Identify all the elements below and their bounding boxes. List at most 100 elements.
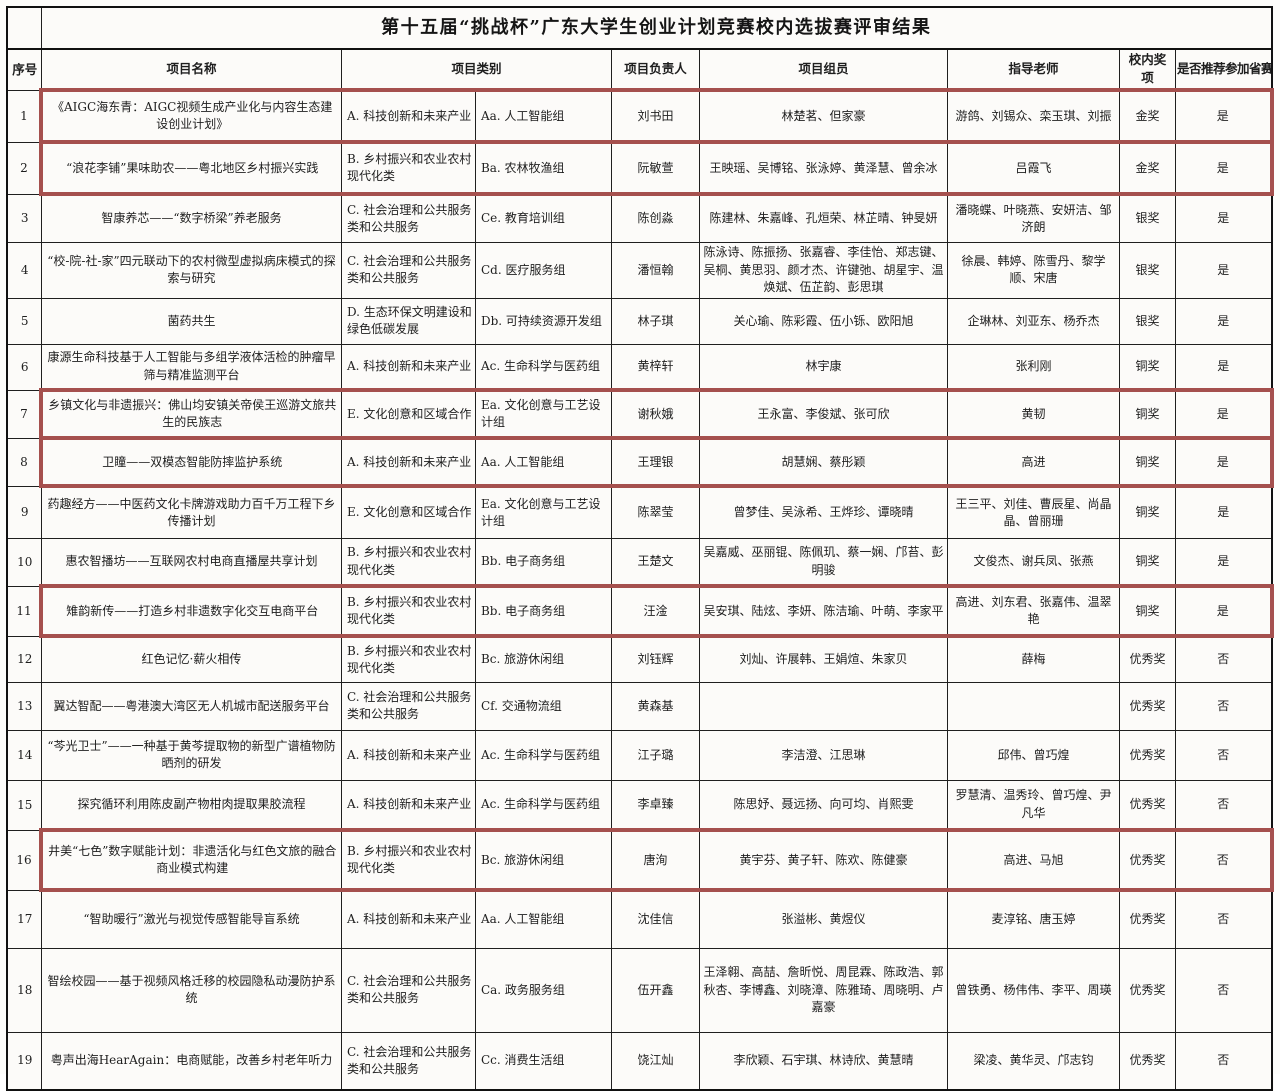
cell-teachers: 曾铁勇、杨伟伟、李平、周瑛 (946, 947, 1120, 1033)
table-row: 6 康源生命科技基于人工智能与多组学液体活检的肿瘤早筛与精准监测平台 A. 科技… (6, 343, 1273, 391)
cell-serial: 14 (6, 729, 42, 781)
cell-category: C. 社会治理和公共服务类和公共服务 (340, 241, 476, 299)
column-header-award: 校内奖项 (1118, 48, 1176, 91)
column-header-leader: 项目负责人 (610, 48, 700, 91)
cell-serial: 11 (6, 585, 42, 637)
cell-leader: 潘恒翰 (610, 241, 700, 299)
table-row: 14 “芩光卫士”——一种基于黄芩提取物的新型广谱植物防晒剂的研发 A. 科技创… (6, 729, 1273, 781)
cell-leader: 刘钰辉 (610, 635, 700, 683)
cell-members: 曾梦佳、吴泳希、王烨珍、谭晓晴 (698, 485, 948, 539)
cell-teachers: 梁凌、黄华灵、邝志钧 (946, 1031, 1120, 1091)
cell-award: 铜奖 (1118, 584, 1176, 639)
cell-award: 铜奖 (1118, 485, 1176, 539)
cell-category: C. 社会治理和公共服务类和公共服务 (340, 193, 476, 243)
cell-project-name: “智助暖行”激光与视觉传感智能导盲系统 (40, 889, 342, 949)
cell-teachers: 徐晨、韩婷、陈雪丹、黎学顺、宋唐 (946, 241, 1120, 299)
cell-members: 黄宇芬、黄子轩、陈欢、陈健豪 (698, 828, 948, 893)
title-row: 第十五届“挑战杯”广东大学生创业计划竞赛校内选拔赛评审结果 (6, 6, 1273, 50)
table-row: 19 粤声出海HearAgain：电商赋能，改善乡村老年听力 C. 社会治理和公… (6, 1031, 1273, 1091)
cell-serial: 8 (6, 437, 42, 487)
table-row: 17 “智助暖行”激光与视觉传感智能导盲系统 A. 科技创新和未来产业 Aa. … (6, 889, 1273, 949)
cell-members: 王泽翱、高喆、詹昕悦、周昆霖、陈政浩、郭秋杏、李博鑫、刘晓漳、陈雅琦、周晓明、卢… (698, 947, 948, 1033)
cell-category: A. 科技创新和未来产业 (340, 889, 476, 949)
cell-category: E. 文化创意和区域合作 (340, 388, 476, 441)
cell-group: Bb. 电子商务组 (474, 537, 612, 587)
cell-members: 陈泳诗、陈振扬、张嘉睿、李佳怡、郑志键、吴桐、黄思羽、颜才杰、许键弛、胡星宇、温… (698, 241, 948, 299)
cell-leader: 沈佳信 (610, 889, 700, 949)
table-row: 1 《AIGC海东青：AIGC视频生成产业化与内容生态建设创业计划》 A. 科技… (6, 88, 1274, 145)
cell-category: A. 科技创新和未来产业 (340, 88, 476, 145)
cell-leader: 黄梓轩 (610, 343, 700, 391)
cell-group: Bb. 电子商务组 (474, 584, 612, 639)
cell-leader: 阮敏萱 (610, 140, 700, 197)
cell-project-name: 卫瞳——双模态智能防摔监护系统 (39, 436, 342, 489)
cell-teachers (946, 681, 1120, 731)
cell-teachers: 高进、马旭 (946, 828, 1120, 893)
cell-project-name: 药趣经方——中医药文化卡牌游戏助力百千万工程下乡传播计划 (40, 485, 342, 539)
cell-serial: 19 (6, 1031, 42, 1091)
cell-group: Ea. 文化创意与工艺设计组 (474, 388, 612, 441)
cell-leader: 王楚文 (610, 537, 700, 587)
cell-teachers: 黄韧 (946, 388, 1120, 441)
cell-award: 金奖 (1118, 140, 1176, 197)
column-header-serial: 序号 (6, 48, 42, 91)
cell-serial: 4 (6, 241, 42, 299)
cell-teachers: 文俊杰、谢兵凤、张燕 (946, 537, 1120, 587)
cell-group: Ac. 生命科学与医药组 (474, 343, 612, 391)
cell-category: B. 乡村振兴和农业农村现代化类 (340, 828, 476, 893)
cell-award: 金奖 (1118, 88, 1176, 145)
cell-category: A. 科技创新和未来产业 (340, 729, 476, 781)
cell-members: 张溢彬、黄煜仪 (698, 889, 948, 949)
cell-recommend: 否 (1174, 635, 1273, 683)
table-row: 2 “浪花李铺”果味助农——粤北地区乡村振兴实践 B. 乡村振兴和农业农村现代化… (6, 140, 1274, 197)
cell-leader: 王理银 (610, 436, 700, 489)
cell-recommend: 是 (1174, 241, 1273, 299)
cell-leader: 谢秋娥 (610, 388, 700, 441)
cell-leader: 伍开鑫 (610, 947, 700, 1033)
cell-leader: 黄森基 (610, 681, 700, 731)
cell-members: 陈思妤、聂远扬、向可均、肖熙雯 (698, 779, 948, 831)
cell-leader: 林子琪 (610, 297, 700, 345)
table-row: 16 井美“七色”数字赋能计划：非遗活化与红色文旅的融合商业模式构建 B. 乡村… (6, 828, 1274, 893)
cell-category: D. 生态环保文明建设和绿色低碳发展 (340, 297, 476, 345)
cell-serial: 17 (6, 889, 42, 949)
cell-group: Ca. 政务服务组 (474, 947, 612, 1033)
cell-recommend: 否 (1174, 681, 1273, 731)
cell-group: Aa. 人工智能组 (474, 88, 612, 145)
cell-members: 陈建林、朱嘉峰、孔烜荣、林芷晴、钟旻妍 (698, 193, 948, 243)
cell-category: E. 文化创意和区域合作 (340, 485, 476, 539)
cell-teachers: 游鸽、刘锡众、栾玉琪、刘振 (946, 88, 1120, 145)
cell-teachers: 薛梅 (946, 635, 1120, 683)
cell-award: 优秀奖 (1118, 635, 1176, 683)
cell-serial: 7 (6, 389, 42, 439)
cell-group: Cf. 交通物流组 (474, 681, 612, 731)
cell-award: 铜奖 (1118, 436, 1176, 489)
table-row: 18 智绘校园——基于视频风格迁移的校园隐私动漫防护系统 C. 社会治理和公共服… (6, 947, 1273, 1033)
table-row: 7 乡镇文化与非遗振兴：佛山均安镇关帝侯王巡游文旅共生的民族志 E. 文化创意和… (6, 388, 1274, 441)
cell-recommend: 否 (1174, 889, 1273, 949)
cell-members: 李欣颖、石宇琪、林诗欣、黄慧晴 (698, 1031, 948, 1091)
cell-members: 刘灿、许展韩、王娟煊、朱家贝 (698, 635, 948, 683)
cell-group: Ba. 农林牧渔组 (474, 140, 612, 197)
table-row: 4 “校-院-社-家”四元联动下的农村微型虚拟病床模式的探索与研究 C. 社会治… (6, 241, 1273, 299)
cell-project-name: 《AIGC海东青：AIGC视频生成产业化与内容生态建设创业计划》 (39, 88, 342, 145)
cell-leader: 唐洵 (610, 828, 700, 893)
cell-project-name: 智绘校园——基于视频风格迁移的校园隐私动漫防护系统 (40, 947, 342, 1033)
cell-group: Ea. 文化创意与工艺设计组 (474, 485, 612, 539)
cell-leader: 江子璐 (610, 729, 700, 781)
cell-teachers: 罗慧清、温秀玲、曾巧煌、尹凡华 (946, 779, 1120, 831)
cell-members: 李洁澄、江思琳 (698, 729, 948, 781)
cell-serial: 12 (6, 635, 42, 683)
cell-serial: 1 (6, 89, 42, 143)
cell-serial: 3 (6, 193, 42, 243)
cell-leader: 刘书田 (610, 88, 700, 145)
table-row: 15 探究循环利用陈皮副产物柑肉提取果胶流程 A. 科技创新和未来产业 Ac. … (6, 779, 1273, 831)
cell-award: 银奖 (1118, 241, 1176, 299)
cell-project-name: “校-院-社-家”四元联动下的农村微型虚拟病床模式的探索与研究 (40, 241, 342, 299)
cell-recommend: 是 (1174, 88, 1274, 145)
cell-group: Ac. 生命科学与医药组 (474, 729, 612, 781)
cell-group: Bc. 旅游休闲组 (474, 828, 612, 893)
cell-members: 吴嘉威、巫丽锟、陈佩玑、蔡一娴、邝苔、彭明骏 (698, 537, 948, 587)
cell-award: 优秀奖 (1118, 729, 1176, 781)
table-row: 9 药趣经方——中医药文化卡牌游戏助力百千万工程下乡传播计划 E. 文化创意和区… (6, 485, 1273, 539)
